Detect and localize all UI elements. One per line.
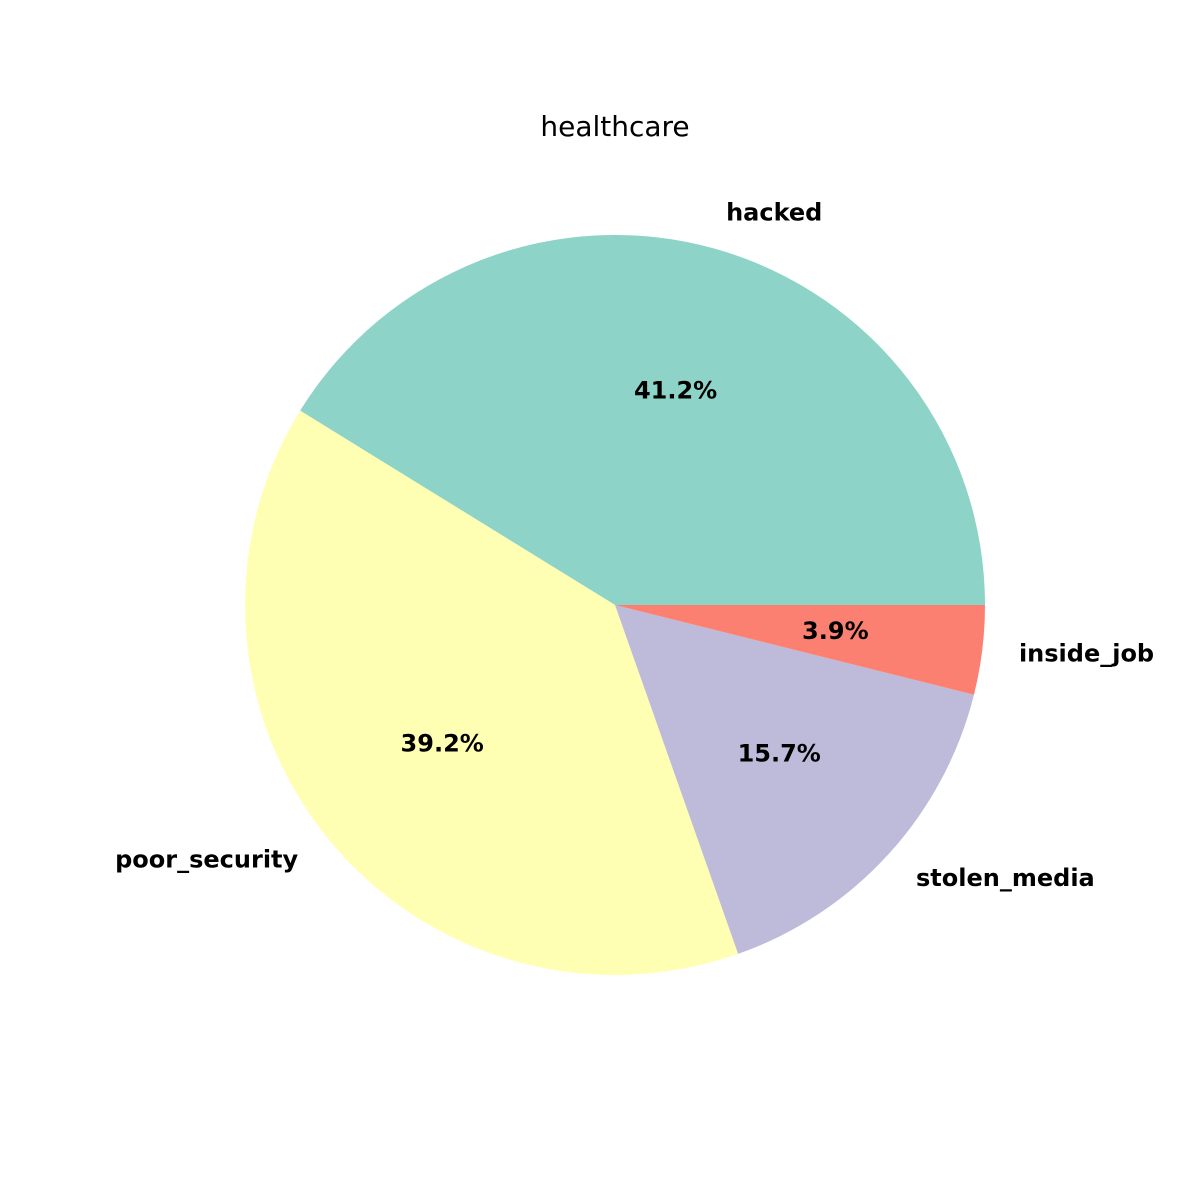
slice-label-hacked: hacked <box>726 198 822 226</box>
slice-percent-inside_job: 3.9% <box>802 617 869 645</box>
slice-percent-stolen_media: 15.7% <box>738 739 821 767</box>
slice-label-stolen_media: stolen_media <box>916 864 1095 892</box>
pie-slice-stolen_media <box>615 605 974 954</box>
pie-labels: hacked 41.2% poor_security 39.2% stolen_medi… <box>115 198 1154 891</box>
pie-slice-poor_security <box>244 410 739 975</box>
slice-label-inside_job: inside_job <box>1019 640 1154 668</box>
slice-label-poor_security: poor_security <box>115 845 298 873</box>
slice-percent-poor_security: 39.2% <box>401 729 484 757</box>
pie-slices <box>244 234 985 975</box>
pie-slice-hacked <box>300 234 985 605</box>
slice-percent-hacked: 41.2% <box>634 376 717 404</box>
pie-slice-inside_job <box>615 605 985 695</box>
chart-title: healthcare <box>540 110 689 143</box>
